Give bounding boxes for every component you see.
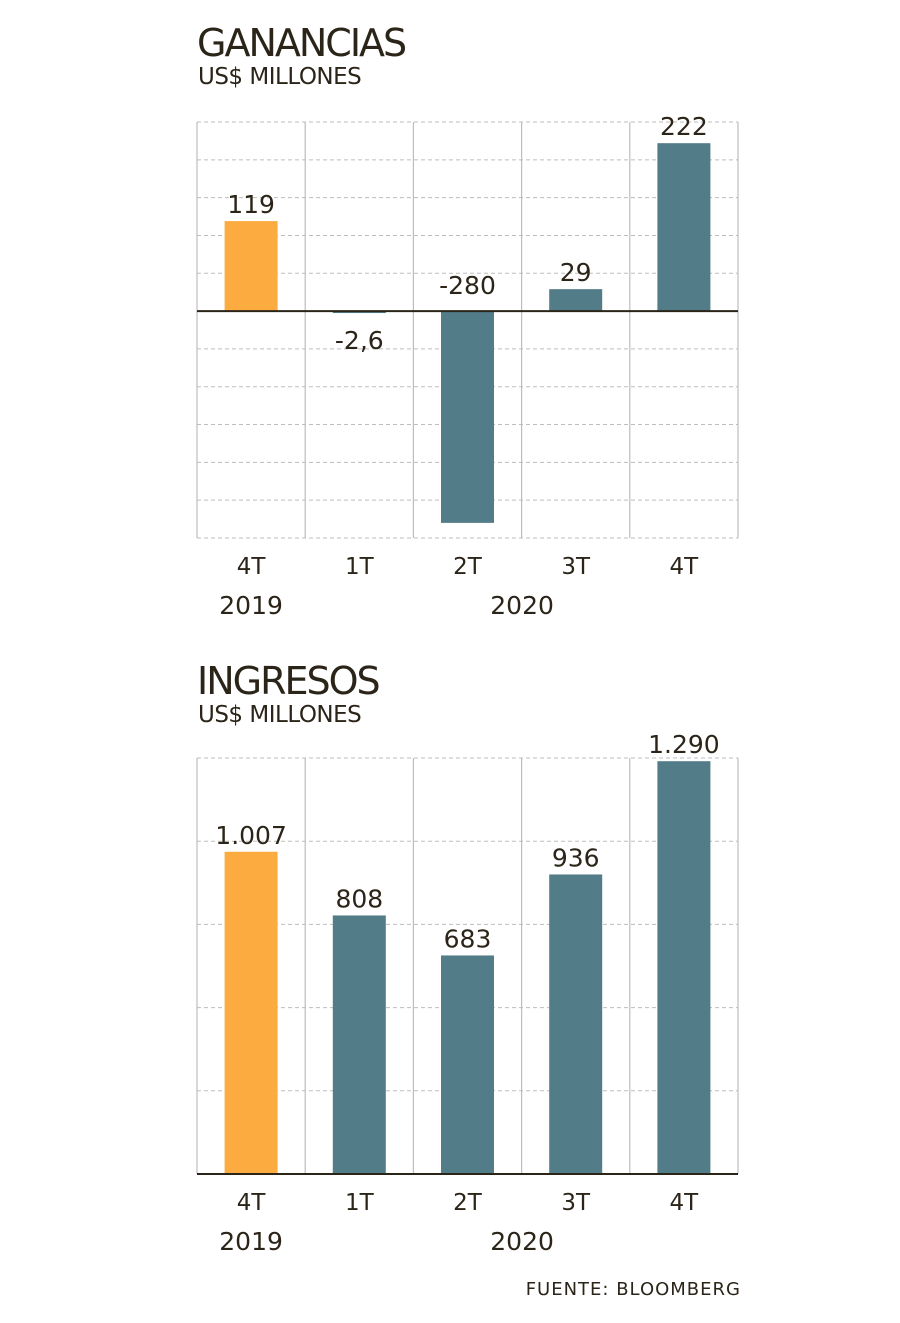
ingresos-value-label-2: 683 xyxy=(444,924,492,953)
ganancias-bar-0 xyxy=(224,221,278,312)
ganancias-year-label-1: 2020 xyxy=(490,591,554,620)
ingresos-bar-0 xyxy=(224,851,278,1174)
source-note: FUENTE: BLOOMBERG xyxy=(525,1279,741,1300)
ganancias-chart: GANANCIAS US$ MILLONES 119 4T -2,6 1T -280 2T… xyxy=(0,0,900,640)
ingresos-category-label-2: 2T xyxy=(453,1190,483,1216)
ganancias-category-label-4: 4T xyxy=(670,554,700,580)
ingresos-value-label-1: 808 xyxy=(335,884,383,913)
ingresos-plot: 1.007 4T 808 1T 683 2T 936 3T 1.290 4T 2019 2020 xyxy=(196,730,739,1256)
ganancias-bar-3 xyxy=(549,289,603,312)
ingresos-value-label-0: 1.007 xyxy=(215,821,287,850)
ganancias-value-label-4: 222 xyxy=(660,112,708,141)
ganancias-value-label-0: 119 xyxy=(227,190,275,219)
ingresos-subtitle: US$ MILLONES xyxy=(198,702,362,728)
ingresos-value-label-4: 1.290 xyxy=(648,730,720,759)
ganancias-bar-4 xyxy=(657,143,711,312)
ingresos-title: INGRESOS xyxy=(197,659,381,703)
ingresos-bar-1 xyxy=(332,915,386,1174)
ingresos-category-label-1: 1T xyxy=(345,1190,375,1216)
ganancias-value-label-3: 29 xyxy=(560,258,592,287)
ingresos-category-label-4: 4T xyxy=(670,1190,700,1216)
ingresos-category-label-3: 3T xyxy=(561,1190,591,1216)
ingresos-bar-3 xyxy=(549,874,603,1174)
ganancias-bar-2 xyxy=(441,311,494,523)
ganancias-value-label-1: -2,6 xyxy=(335,326,384,355)
ganancias-plot: 119 4T -2,6 1T -280 2T 29 3T 222 4T 2019 2020 xyxy=(196,112,739,620)
ganancias-category-label-1: 1T xyxy=(345,554,375,580)
ganancias-subtitle: US$ MILLONES xyxy=(198,64,362,90)
ingresos-year-label-1: 2020 xyxy=(490,1227,554,1256)
ingresos-chart: INGRESOS US$ MILLONES 1.007 4T 808 1T 683 2T 9… xyxy=(0,640,900,1260)
ganancias-value-label-2: -280 xyxy=(439,271,496,300)
ganancias-category-label-3: 3T xyxy=(561,554,591,580)
ingresos-bar-4 xyxy=(657,761,711,1174)
ganancias-title: GANANCIAS xyxy=(197,21,407,65)
ganancias-category-label-0: 4T xyxy=(237,554,267,580)
ingresos-category-label-0: 4T xyxy=(237,1190,267,1216)
ingresos-bar-2 xyxy=(441,955,494,1174)
ingresos-value-label-3: 936 xyxy=(552,843,600,872)
ganancias-category-label-2: 2T xyxy=(453,554,483,580)
ganancias-year-label-0: 2019 xyxy=(219,591,283,620)
ingresos-year-label-0: 2019 xyxy=(219,1227,283,1256)
